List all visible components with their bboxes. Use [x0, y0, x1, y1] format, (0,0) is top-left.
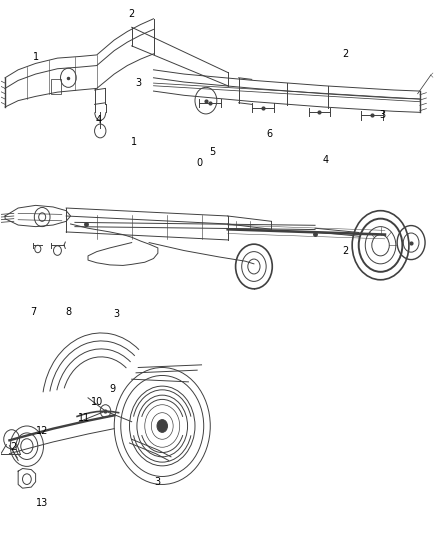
Text: 2: 2	[11, 442, 17, 452]
Circle shape	[157, 419, 167, 432]
Text: 3: 3	[113, 309, 120, 319]
Text: 10: 10	[91, 397, 103, 407]
Text: 2: 2	[343, 246, 349, 255]
Text: 7: 7	[30, 306, 36, 317]
Text: 4: 4	[323, 155, 329, 165]
Text: 0: 0	[196, 158, 202, 168]
Text: 1: 1	[32, 52, 39, 61]
Text: 6: 6	[266, 128, 272, 139]
Text: 13: 13	[36, 498, 48, 508]
Bar	[51, 79, 60, 94]
Text: 3: 3	[135, 78, 141, 88]
Text: 3: 3	[155, 477, 161, 487]
Text: 2: 2	[343, 49, 349, 59]
Text: 8: 8	[65, 306, 71, 317]
Text: 12: 12	[36, 426, 48, 437]
Text: 4: 4	[96, 115, 102, 125]
Text: 2: 2	[128, 9, 135, 19]
Text: 1: 1	[131, 136, 137, 147]
Text: 9: 9	[109, 384, 115, 394]
Text: 5: 5	[209, 147, 215, 157]
Text: 3: 3	[380, 110, 386, 120]
Text: 11: 11	[78, 413, 90, 423]
